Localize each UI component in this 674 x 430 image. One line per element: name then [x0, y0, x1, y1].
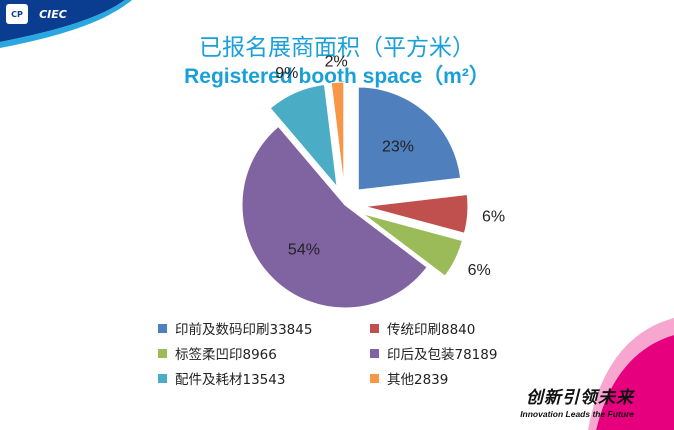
legend-item: 配件及耗材13543	[158, 368, 370, 388]
legend-label: 印后及包装78189	[387, 347, 498, 363]
legend-item: 标签柔凹印8966	[158, 343, 370, 363]
legend-label: 标签柔凹印8966	[175, 347, 277, 363]
pie-slice	[241, 125, 428, 309]
legend-swatch	[370, 373, 379, 383]
slogan-en: Innovation Leads the Future	[520, 409, 634, 419]
chart-title: 已报名展商面积（平方米）	[199, 35, 475, 61]
pie-slice	[364, 193, 469, 234]
legend-item: 印后及包装78189	[370, 343, 570, 363]
pie-slice	[357, 86, 462, 191]
slice-percent-label: 2%	[325, 53, 348, 70]
legend-item: 传统印刷8840	[370, 318, 570, 338]
slice-percent-label: 6%	[482, 209, 505, 226]
slogan: 创新引领未来 Innovation Leads the Future	[520, 383, 634, 419]
pie-slice	[362, 213, 464, 277]
chart-subtitle: Registered booth space（m²）	[184, 65, 490, 88]
legend-swatch	[370, 348, 379, 358]
legend-swatch	[158, 323, 167, 333]
logo-group: CP CIEC	[6, 4, 72, 24]
slice-percent-label: 23%	[382, 138, 414, 155]
legend-swatch	[370, 323, 379, 333]
legend-label: 印前及数码印刷33845	[175, 322, 313, 338]
legend-label: 配件及耗材13543	[175, 372, 286, 388]
chart-legend: 印前及数码印刷33845 传统印刷8840 标签柔凹印8966 印后及包装78189 配…	[158, 318, 578, 388]
slice-percent-label: 6%	[468, 262, 491, 279]
legend-swatch	[158, 373, 167, 383]
legend-item: 其他2839	[370, 368, 570, 388]
slogan-cn: 创新引领未来	[526, 388, 634, 408]
legend-swatch	[158, 348, 167, 358]
pie-slice	[330, 81, 345, 186]
ciec-logo: CIEC	[39, 7, 67, 21]
cp-logo: CP	[6, 4, 28, 24]
pie-slice	[269, 83, 338, 189]
slice-percent-label: 9%	[275, 65, 298, 82]
legend-item: 印前及数码印刷33845	[158, 318, 370, 338]
legend-label: 其他2839	[387, 372, 449, 388]
legend-label: 传统印刷8840	[387, 322, 476, 338]
slice-percent-label: 54%	[288, 241, 320, 258]
